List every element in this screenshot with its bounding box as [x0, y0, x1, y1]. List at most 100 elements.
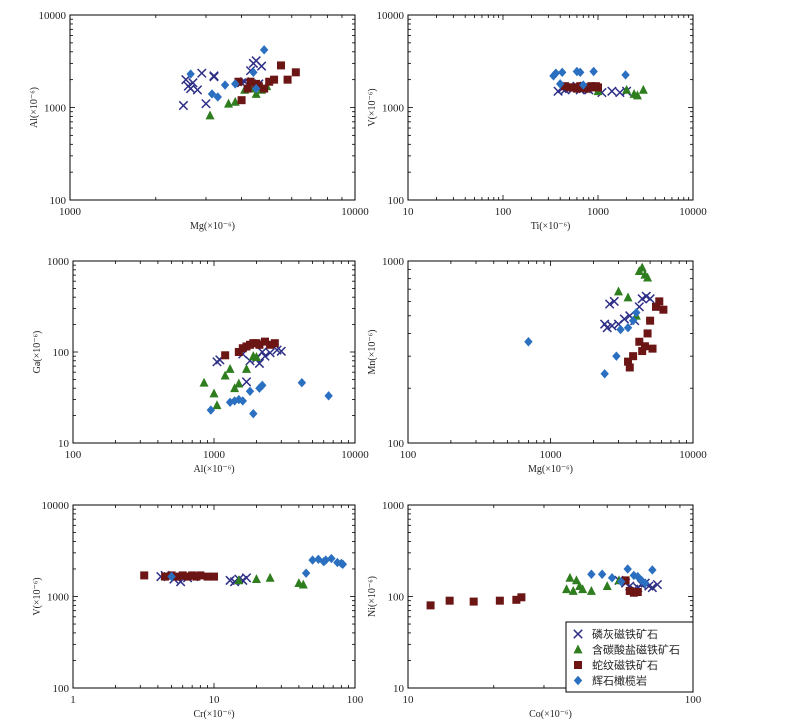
point-phosphorite: [645, 294, 655, 304]
point-carbonate: [199, 377, 209, 387]
point-serpentine: [270, 75, 279, 84]
point-serpentine: [594, 83, 602, 92]
point-serpentine: [561, 82, 570, 91]
point-pyroxene: [297, 377, 307, 388]
point-pyroxene: [259, 45, 269, 55]
point-pyroxene: [314, 554, 323, 565]
point-pyroxene: [167, 571, 176, 582]
x-tick-label: 1000: [203, 449, 226, 461]
point-pyroxene: [607, 573, 617, 583]
point-pyroxene: [629, 570, 639, 581]
point-pyroxene: [587, 569, 596, 579]
point-pyroxene: [186, 69, 195, 79]
point-serpentine: [161, 572, 170, 581]
point-serpentine: [183, 572, 192, 581]
x-axis-label: Mg(×10⁻⁶): [190, 221, 235, 232]
point-carbonate: [224, 98, 234, 108]
y-tick-label: 100: [388, 592, 405, 604]
series-pyroxene: [206, 377, 333, 419]
point-serpentine: [648, 344, 657, 353]
point-carbonate: [637, 262, 647, 272]
point-phosphorite: [197, 68, 207, 78]
point-serpentine: [629, 352, 638, 361]
point-serpentine: [633, 587, 642, 596]
point-carbonate: [613, 286, 623, 296]
x-tick-label: 100: [400, 449, 417, 461]
point-serpentine: [495, 596, 504, 605]
point-serpentine: [659, 305, 668, 314]
x-tick-label: 10000: [679, 206, 707, 218]
x-tick-label: 100: [685, 694, 702, 706]
y-tick-label: 1000: [382, 103, 405, 115]
point-serpentine: [178, 571, 187, 580]
point-pyroxene: [641, 578, 650, 588]
point-serpentine: [445, 596, 454, 605]
point-serpentine: [254, 82, 263, 91]
point-phosphorite: [265, 348, 275, 358]
point-serpentine: [237, 96, 246, 105]
plot-frame: [69, 14, 356, 201]
y-tick-label: 10: [393, 683, 405, 695]
series-serpentine: [624, 297, 668, 372]
point-carbonate: [602, 581, 612, 590]
point-pyroxene: [616, 324, 625, 335]
series-serpentine: [140, 571, 218, 581]
point-carbonate: [251, 574, 261, 583]
y-tick-label: 1000: [47, 256, 70, 268]
point-serpentine: [260, 84, 269, 93]
plot-frame: [72, 260, 356, 444]
point-pyroxene: [206, 405, 216, 415]
point-serpentine: [469, 597, 478, 606]
point-pyroxene: [245, 386, 255, 396]
point-carbonate: [562, 584, 572, 594]
point-phosphorite: [607, 86, 617, 96]
point-phosphorite: [647, 582, 658, 593]
point-carbonate: [638, 84, 648, 94]
y-tick-label: 10000: [39, 10, 67, 22]
series-serpentine: [426, 576, 642, 610]
panel-5: 1 10 100 100 1000 10000 Cr(×10⁻⁶) V(×10⁻⁶): [32, 500, 364, 719]
series-serpentine: [234, 61, 300, 105]
point-phosphorite: [251, 56, 261, 66]
point-serpentine: [512, 595, 521, 604]
y-tick-label: 1000: [44, 103, 67, 115]
point-pyroxene: [220, 80, 230, 90]
x-axis-label: Al(×10⁻⁶): [193, 464, 234, 475]
plot-frame: [72, 504, 356, 689]
x-tick-label: 100: [347, 694, 364, 706]
y-axis-label: Mn(×10⁻⁶): [367, 330, 378, 375]
axis-ticks: [72, 261, 355, 444]
point-pyroxene: [231, 79, 240, 89]
point-carbonate: [234, 575, 244, 585]
series-pyroxene: [524, 307, 641, 379]
y-tick-label: 100: [53, 683, 70, 695]
axis-ticks: [407, 15, 693, 201]
point-carbonate: [241, 364, 251, 373]
point-serpentine: [203, 572, 212, 581]
point-phosphorite: [192, 85, 203, 95]
x-tick-label: 10: [403, 206, 415, 218]
point-pyroxene: [238, 396, 247, 406]
point-phosphorite: [201, 98, 211, 109]
point-phosphorite: [604, 299, 615, 309]
point-serpentine: [655, 297, 664, 306]
point-carbonate: [578, 584, 588, 594]
point-carbonate: [251, 352, 261, 361]
point-pyroxene: [628, 315, 638, 326]
point-pyroxene: [308, 555, 317, 565]
point-pyroxene: [612, 351, 621, 361]
legend-label-serpentine: 蛇纹磁铁矿石: [592, 658, 658, 672]
point-serpentine: [277, 61, 286, 70]
x-axis-label: Cr(×10⁻⁶): [193, 709, 234, 719]
point-pyroxene: [338, 559, 348, 569]
panel-2: 10 100 1000 10000100100010000Ti(×10⁻⁶)V(×10…: [367, 10, 707, 232]
point-pyroxene: [225, 397, 235, 408]
point-serpentine: [234, 77, 243, 86]
point-serpentine: [221, 351, 230, 360]
y-tick-label: 100: [388, 195, 405, 207]
legend-marker-phosphorite: [573, 629, 583, 639]
point-serpentine: [265, 77, 274, 86]
point-serpentine: [173, 572, 182, 581]
